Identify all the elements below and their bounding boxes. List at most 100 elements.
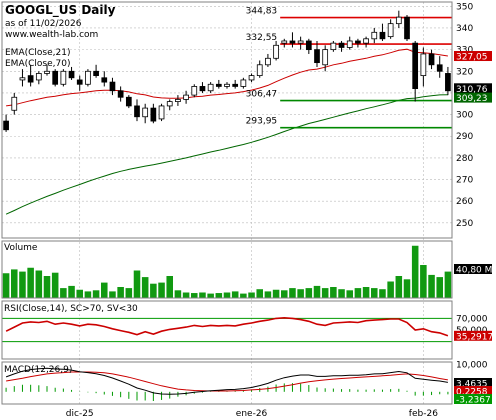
volume-bar bbox=[362, 287, 370, 298]
volume-bar bbox=[264, 291, 272, 298]
price-tag-ema21-bg bbox=[454, 51, 492, 62]
price-tick-label: 300 bbox=[456, 111, 473, 121]
price-tick-label: 270 bbox=[456, 176, 473, 186]
price-tick-label: 320 bbox=[456, 67, 473, 77]
volume-bar bbox=[428, 274, 435, 298]
candle-body bbox=[60, 70, 67, 85]
candle-body bbox=[412, 42, 419, 90]
macd-tag-macd: 3,4635 bbox=[456, 380, 488, 390]
candle-body bbox=[11, 96, 18, 111]
candle-body bbox=[436, 64, 443, 72]
rsi-tag-bg bbox=[454, 330, 492, 341]
level-label: 306,47 bbox=[246, 90, 278, 100]
legend-ema21: EMA(Close,21) bbox=[5, 48, 70, 58]
website-link[interactable]: www.wealth-lab.com bbox=[5, 30, 98, 40]
candle-body bbox=[175, 99, 181, 102]
candle-body bbox=[109, 81, 116, 92]
price-tick-label: 260 bbox=[456, 197, 473, 207]
candle-body bbox=[240, 79, 247, 87]
level-label: 293,95 bbox=[246, 117, 278, 127]
macd-line bbox=[5, 367, 448, 395]
candle-body bbox=[305, 40, 312, 51]
volume-bar bbox=[420, 265, 427, 298]
macd-tag-signal: 0,2258 bbox=[456, 388, 488, 398]
volume-bar bbox=[27, 267, 34, 298]
volume-bar bbox=[371, 288, 378, 298]
x-tick-label: ene-26 bbox=[236, 409, 268, 419]
volume-bar bbox=[411, 245, 419, 298]
candle-body bbox=[387, 23, 394, 38]
as-of-date: as of 11/02/2026 bbox=[5, 19, 82, 29]
panel-frames bbox=[1, 1, 453, 405]
volume-bar bbox=[141, 277, 149, 298]
rsi-legend: RSI(Close,14), SC>70, SV<30 bbox=[4, 304, 138, 314]
price-tick-label: 340 bbox=[456, 24, 473, 34]
volume-legend: Volume bbox=[4, 243, 38, 253]
volume-bar bbox=[403, 279, 411, 298]
macd-tick-label: 10,000 bbox=[456, 361, 488, 371]
candle-body bbox=[395, 16, 402, 25]
candle-body bbox=[207, 83, 214, 92]
volume-bar bbox=[43, 276, 51, 298]
volume-tag: 40,80 M bbox=[456, 266, 492, 276]
candle-body bbox=[379, 31, 386, 40]
volume-bar bbox=[84, 291, 92, 298]
volume-bar bbox=[2, 273, 10, 298]
volume-bar bbox=[256, 289, 263, 298]
panel-frame-volume bbox=[1, 240, 453, 299]
candle-body bbox=[428, 53, 435, 66]
panel-frame-macd bbox=[1, 361, 453, 405]
volume-bar bbox=[248, 292, 255, 298]
candle-body bbox=[35, 73, 42, 81]
candle-body bbox=[420, 53, 427, 77]
rsi-tick-label: 70,000 bbox=[456, 314, 488, 324]
candle-body bbox=[117, 90, 124, 98]
candle-body bbox=[273, 44, 279, 59]
candle-body bbox=[224, 83, 230, 87]
volume-bar bbox=[231, 291, 239, 298]
candle-body bbox=[150, 107, 157, 122]
panel-frame-rsi bbox=[1, 300, 453, 360]
candle-body bbox=[232, 83, 239, 87]
volume-bar bbox=[150, 283, 157, 298]
candle-body bbox=[248, 75, 255, 81]
volume-bar bbox=[182, 292, 190, 298]
rsi-line bbox=[5, 316, 449, 337]
volume-bar bbox=[60, 288, 67, 298]
candle-body bbox=[338, 42, 345, 48]
candle-body bbox=[166, 101, 173, 107]
candle-body bbox=[183, 94, 189, 100]
candle-body bbox=[142, 107, 149, 118]
ema21-line bbox=[6, 48, 448, 107]
candle-body bbox=[134, 105, 140, 118]
legend-ema70: EMA(Close,70) bbox=[5, 59, 70, 69]
candle-body bbox=[93, 70, 99, 77]
volume-bar bbox=[117, 287, 124, 298]
volume-bar bbox=[330, 287, 337, 298]
price-tick-label: 250 bbox=[456, 219, 473, 229]
volume-bar bbox=[199, 292, 206, 298]
candle-body bbox=[3, 120, 9, 131]
candle-body bbox=[191, 86, 198, 96]
candle-body bbox=[289, 40, 296, 44]
rsi-tag: 35,2917 bbox=[456, 332, 493, 342]
volume-bar bbox=[76, 289, 83, 298]
chart-title: GOOGL_US Daily bbox=[5, 3, 116, 18]
macd-tag-macd-bg bbox=[454, 378, 492, 388]
volume-bar bbox=[305, 288, 313, 298]
volume-bar bbox=[395, 276, 403, 298]
volume-bar bbox=[11, 269, 18, 298]
volume-bar bbox=[174, 290, 182, 298]
volume-bar bbox=[68, 285, 75, 298]
volume-bar bbox=[297, 289, 304, 298]
indicator-lines bbox=[5, 48, 449, 395]
candle-body bbox=[215, 83, 222, 87]
candle-body bbox=[404, 16, 410, 40]
price-tick-label: 350 bbox=[456, 2, 473, 12]
candle-body bbox=[27, 75, 34, 83]
price-tag-close-bg bbox=[454, 83, 492, 94]
price-candles bbox=[3, 10, 451, 132]
volume-bar bbox=[281, 290, 288, 298]
candle-body bbox=[85, 70, 91, 85]
